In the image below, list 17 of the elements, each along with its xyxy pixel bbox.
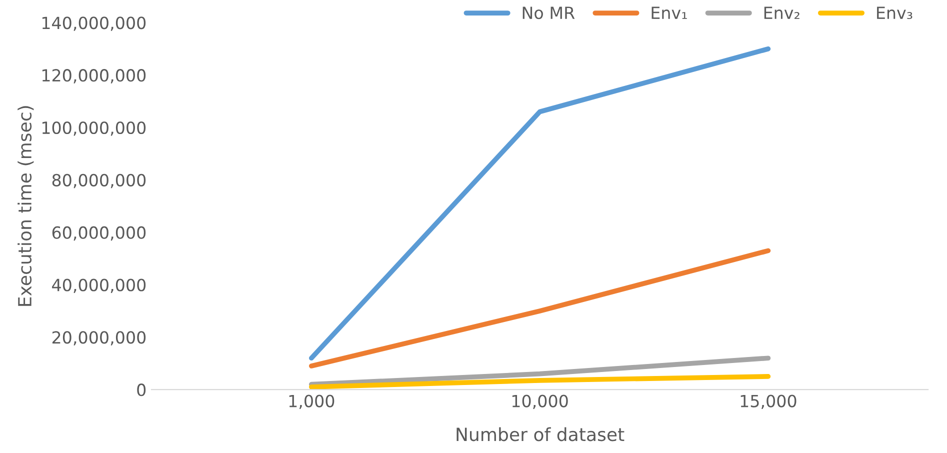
legend-label: Env₃ <box>877 6 912 20</box>
y-tick-label: 140,000,000 <box>42 16 146 31</box>
x-tick-label: 10,000 <box>512 394 568 410</box>
y-tick-label: 40,000,000 <box>52 278 146 294</box>
y-tick-label: 120,000,000 <box>42 69 146 84</box>
y-tick-label: 60,000,000 <box>52 226 146 241</box>
legend-label: Env₂ <box>764 6 800 19</box>
y-tick-label: 20,000,000 <box>52 331 146 346</box>
x-tick-label: 15,000 <box>740 394 796 410</box>
y-tick-label: 0 <box>137 384 146 396</box>
x-axis-title: Number of dataset <box>456 427 624 442</box>
y-axis-title: Execution time (msec) <box>18 106 34 306</box>
legend-label: No MR <box>522 6 575 20</box>
y-tick-label: 80,000,000 <box>52 174 146 188</box>
y-tick-label: 100,000,000 <box>42 121 146 136</box>
legend-label: Env₁ <box>652 6 687 19</box>
x-tick-label: 1,000 <box>289 394 334 410</box>
